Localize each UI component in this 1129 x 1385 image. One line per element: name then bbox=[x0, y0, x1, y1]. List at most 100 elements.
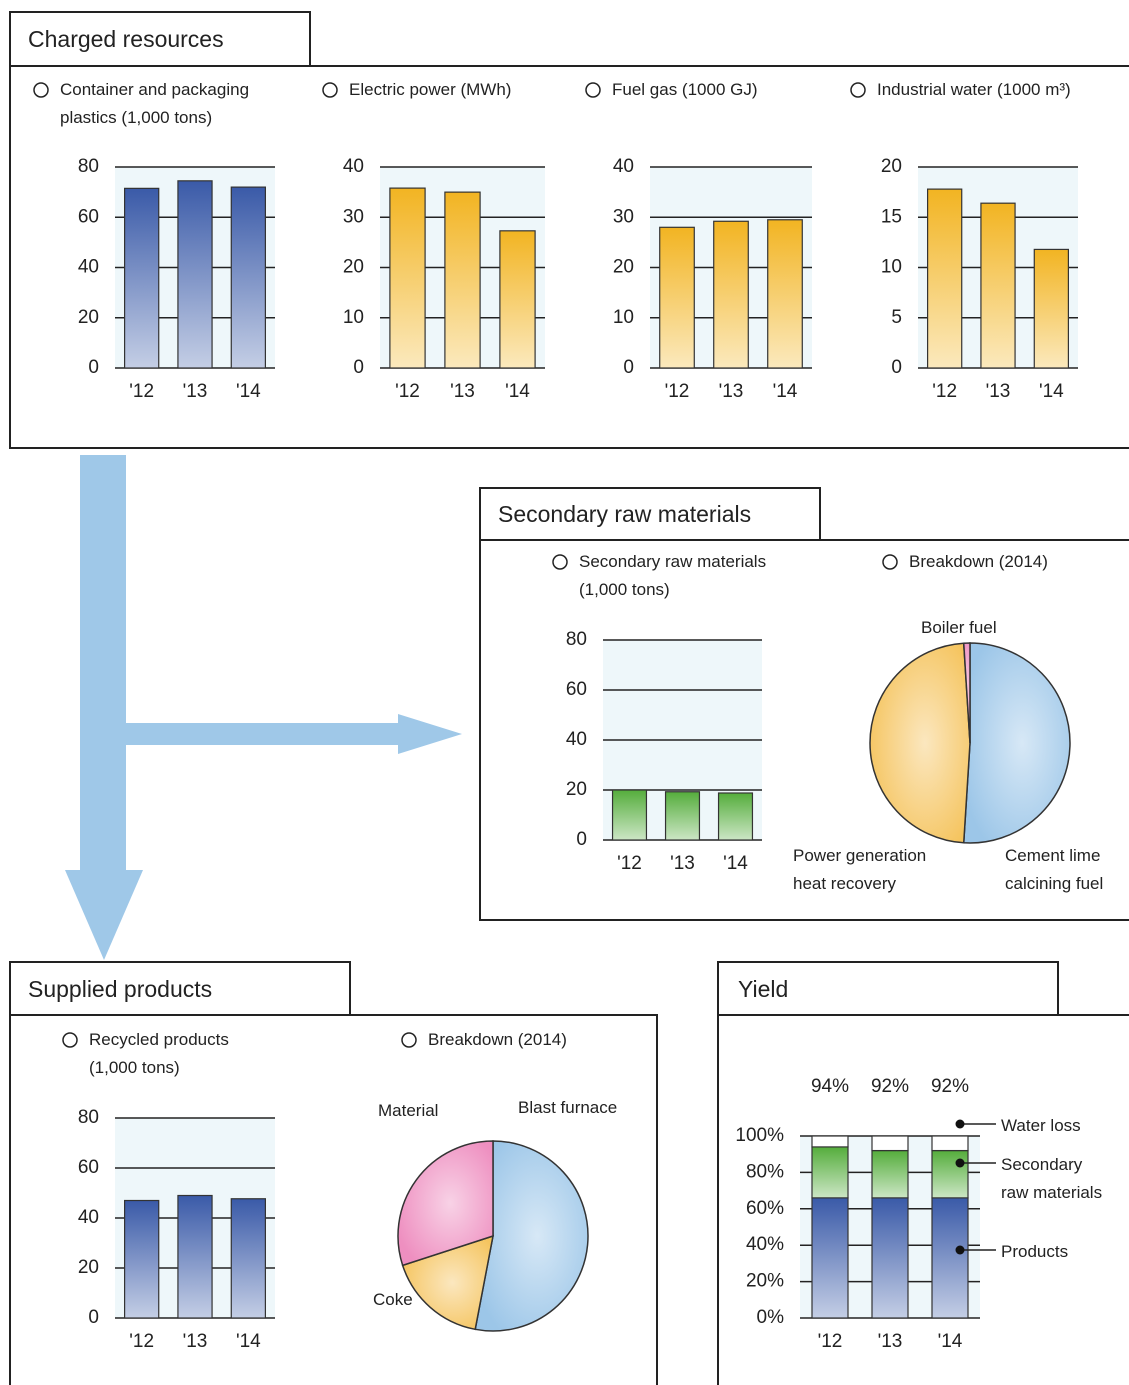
bar bbox=[230, 186, 266, 369]
y-tick-label: 100% bbox=[735, 1125, 784, 1146]
section-title: Secondary raw materials bbox=[498, 501, 752, 527]
legend-dot bbox=[955, 1158, 965, 1168]
chart-title: Breakdown (2014) bbox=[428, 1030, 567, 1049]
y-tick-label: 10 bbox=[343, 307, 364, 328]
bar-segment bbox=[871, 1149, 909, 1199]
bar bbox=[177, 1194, 213, 1319]
section-frames bbox=[9, 11, 1129, 1385]
bullet bbox=[322, 82, 338, 98]
y-tick-label: 0 bbox=[88, 1307, 99, 1328]
y-tick-label: 80 bbox=[78, 1107, 99, 1128]
bar-segment bbox=[811, 1146, 849, 1199]
y-tick-label: 20 bbox=[343, 257, 364, 278]
bar bbox=[767, 219, 803, 369]
legend-label: Water loss bbox=[1001, 1116, 1081, 1135]
y-tick-label: 40% bbox=[746, 1234, 784, 1255]
bar-segment bbox=[931, 1135, 969, 1152]
x-tick-label: '13 bbox=[878, 1331, 903, 1352]
x-tick-label: '12 bbox=[932, 381, 957, 402]
total-label: 92% bbox=[871, 1076, 909, 1097]
y-tick-label: 0 bbox=[576, 829, 587, 850]
slice-label: Blast furnace bbox=[518, 1098, 618, 1117]
x-tick-label: '14 bbox=[938, 1331, 963, 1352]
x-tick-label: '14 bbox=[773, 381, 798, 402]
legend-label: Products bbox=[1001, 1242, 1069, 1261]
y-tick-label: 20 bbox=[881, 156, 902, 177]
bar-segment bbox=[931, 1149, 969, 1199]
x-tick-label: '14 bbox=[236, 1331, 261, 1352]
legend-dot bbox=[955, 1245, 965, 1255]
bar-segment bbox=[931, 1197, 969, 1319]
chart-title: Industrial water (1000 m³) bbox=[877, 80, 1071, 99]
pie-slice bbox=[869, 642, 971, 844]
y-tick-label: 20 bbox=[78, 307, 99, 328]
pie-slice bbox=[962, 642, 971, 744]
x-tick-label: '13 bbox=[719, 381, 744, 402]
y-tick-label: 60% bbox=[746, 1198, 784, 1219]
legend-dot bbox=[955, 1119, 965, 1129]
bar bbox=[713, 220, 749, 369]
slice-label: Power generation heat recovery bbox=[793, 846, 927, 893]
bar bbox=[717, 792, 754, 841]
section-title: Charged resources bbox=[28, 26, 224, 52]
pie-slice bbox=[397, 1140, 494, 1267]
bullet bbox=[882, 554, 898, 570]
section-title: Yield bbox=[738, 976, 789, 1002]
x-tick-label: '14 bbox=[723, 853, 748, 874]
y-tick-label: 0 bbox=[623, 357, 634, 378]
bullet bbox=[850, 82, 866, 98]
chart-title: Secondary raw materials (1,000 tons) bbox=[579, 552, 767, 599]
y-tick-label: 80% bbox=[746, 1161, 784, 1182]
x-tick-label: '12 bbox=[395, 381, 420, 402]
flow-arrows bbox=[65, 455, 462, 960]
x-tick-label: '13 bbox=[183, 381, 208, 402]
y-tick-label: 20 bbox=[566, 779, 587, 800]
section-title: Supplied products bbox=[28, 976, 213, 1002]
x-tick-label: '14 bbox=[505, 381, 530, 402]
bar bbox=[611, 789, 648, 841]
bullet bbox=[585, 82, 601, 98]
y-tick-label: 40 bbox=[343, 156, 364, 177]
y-tick-label: 20 bbox=[78, 1257, 99, 1278]
x-tick-label: '12 bbox=[129, 1331, 154, 1352]
slice-label: Cement lime calcining fuel bbox=[1005, 846, 1104, 893]
slice-label: Boiler fuel bbox=[921, 618, 997, 637]
pie-slice bbox=[474, 1140, 589, 1332]
slice-label: Coke bbox=[373, 1290, 413, 1309]
y-tick-label: 15 bbox=[881, 206, 902, 227]
bullet bbox=[33, 82, 49, 98]
y-tick-label: 0 bbox=[88, 357, 99, 378]
legend-label: Secondary raw materials bbox=[1001, 1155, 1103, 1202]
y-tick-label: 10 bbox=[613, 307, 634, 328]
bullet bbox=[552, 554, 568, 570]
pie-slice bbox=[962, 642, 1071, 844]
y-tick-label: 20 bbox=[613, 257, 634, 278]
y-tick-label: 80 bbox=[78, 156, 99, 177]
bar bbox=[664, 791, 701, 841]
bar bbox=[980, 202, 1016, 369]
bullet bbox=[62, 1032, 78, 1048]
chart-title: Electric power (MWh) bbox=[349, 80, 512, 99]
bar bbox=[123, 1199, 160, 1319]
x-tick-label: '12 bbox=[665, 381, 690, 402]
y-tick-label: 60 bbox=[78, 1157, 99, 1178]
bar bbox=[389, 187, 426, 369]
bar bbox=[926, 188, 963, 369]
chart-title: Breakdown (2014) bbox=[909, 552, 1048, 571]
y-tick-label: 10 bbox=[881, 257, 902, 278]
bar bbox=[177, 180, 213, 369]
bar-segment bbox=[811, 1197, 849, 1319]
total-label: 94% bbox=[811, 1076, 849, 1097]
y-tick-label: 0 bbox=[353, 357, 364, 378]
x-tick-label: '14 bbox=[1039, 381, 1064, 402]
chart-title: Recycled products (1,000 tons) bbox=[89, 1030, 229, 1077]
bar bbox=[1033, 248, 1070, 369]
bar-segment bbox=[871, 1197, 909, 1319]
x-tick-label: '12 bbox=[818, 1331, 843, 1352]
x-tick-label: '13 bbox=[986, 381, 1011, 402]
pie-slice bbox=[401, 1234, 494, 1331]
x-tick-label: '14 bbox=[236, 381, 261, 402]
y-tick-label: 5 bbox=[891, 307, 902, 328]
